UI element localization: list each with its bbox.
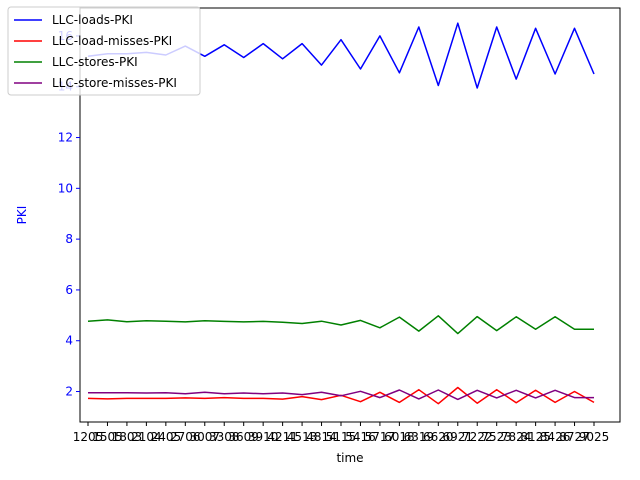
y-tick-label: 10: [58, 181, 73, 195]
x-tick-label: 6018: [384, 430, 415, 444]
x-tick-label: 3007: [189, 430, 220, 444]
legend-entry: LLC-loads-PKI: [52, 13, 133, 27]
x-tick-label: 2104: [131, 430, 162, 444]
x-tick-label: 7523: [481, 430, 512, 444]
x-tick-label: 7222: [462, 430, 493, 444]
x-tick-label: 5717: [365, 430, 396, 444]
y-tick-label: 12: [58, 131, 73, 145]
y-tick-label: 4: [65, 334, 73, 348]
x-tick-label: 3910: [248, 430, 279, 444]
legend-entry: LLC-store-misses-PKI: [52, 76, 177, 90]
series-lines: [87, 22, 595, 405]
x-tick-label: 1505: [92, 430, 123, 444]
x-tick-label: 7824: [501, 430, 532, 444]
series-line-llc-stores-pki: [87, 315, 594, 335]
x-tick-label: 3308: [209, 430, 240, 444]
x-tick-label: 5416: [345, 430, 376, 444]
x-tick-label: 2405: [151, 430, 182, 444]
y-axis-label: PKI: [15, 206, 29, 225]
x-tick-label: 6620: [423, 430, 454, 444]
y-tick-label: 8: [65, 232, 73, 246]
x-tick-label: 5115: [326, 430, 357, 444]
x-tick-label: 3609: [228, 430, 259, 444]
x-tick-label: 6319: [404, 430, 435, 444]
x-axis-label: time: [336, 451, 363, 465]
x-tick-label: 8125: [520, 430, 551, 444]
x-axis: 1205150518032104240527063007330836093910…: [73, 422, 610, 444]
x-tick-label: 1205: [73, 430, 104, 444]
x-tick-label: 4211: [267, 430, 298, 444]
plot-area: [79, 7, 621, 423]
y-tick-label: 6: [65, 283, 73, 297]
legend-box: [7, 6, 201, 96]
x-tick-label: 4513: [287, 430, 318, 444]
x-tick-label: 2706: [170, 430, 201, 444]
y-tick-label: 2: [65, 385, 73, 399]
x-tick-label: 9025: [579, 430, 610, 444]
legend-entry: LLC-stores-PKI: [52, 55, 138, 69]
legend: LLC-loads-PKI LLC-load-misses-PKI LLC-stor…: [7, 6, 201, 96]
plot-frame: [79, 7, 621, 423]
x-tick-label: 6921: [442, 430, 473, 444]
x-tick-label: 8727: [559, 430, 590, 444]
x-tick-label: 1803: [112, 430, 143, 444]
x-tick-label: 8426: [540, 430, 571, 444]
series-line-llc-store-misses-pki: [88, 389, 594, 401]
legend-entry: LLC-load-misses-PKI: [52, 34, 172, 48]
x-tick-label: 4814: [306, 430, 337, 444]
